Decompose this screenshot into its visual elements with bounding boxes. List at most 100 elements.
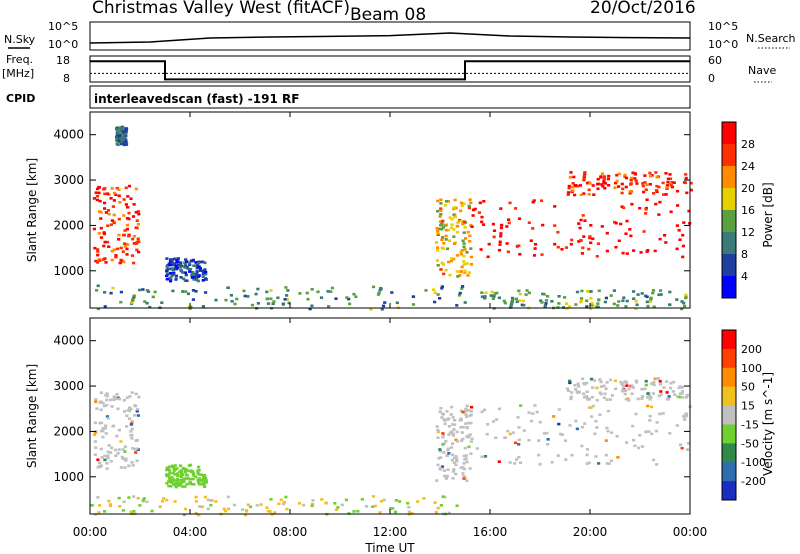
range-gate-cell — [256, 302, 260, 305]
range-gate-cell — [610, 394, 614, 397]
range-gate-cell — [658, 237, 662, 241]
range-gate-cell — [192, 278, 196, 281]
range-gate-cell — [310, 288, 314, 291]
range-gate-cell — [608, 378, 613, 382]
range-gate-cell — [131, 447, 135, 450]
range-gate-cell — [599, 176, 603, 179]
range-gate-cell — [126, 206, 130, 209]
range-gate-cell — [595, 426, 599, 429]
range-gate-cell — [105, 415, 109, 418]
range-gate-cell — [105, 467, 109, 470]
range-gate-cell — [651, 291, 655, 295]
range-gate-cell — [94, 398, 98, 401]
range-gate-cell — [461, 472, 465, 475]
range-gate-cell — [566, 191, 571, 194]
range-gate-cell — [168, 271, 173, 275]
range-gate-cell — [582, 174, 587, 177]
range-gate-cell — [121, 509, 125, 512]
range-gate-cell — [648, 398, 652, 401]
range-gate-cell — [444, 223, 448, 227]
range-gate-cell — [469, 421, 473, 425]
range-gate-cell — [659, 390, 663, 393]
range-gate-cell — [132, 261, 136, 265]
range-gate-cell — [116, 407, 120, 411]
range-gate-cell — [487, 242, 491, 246]
range-gate-cell — [407, 505, 411, 509]
range-gate-cell — [594, 455, 598, 458]
range-gate-cell — [436, 436, 440, 439]
range-gate-cell — [609, 294, 613, 297]
range-gate-cell — [146, 290, 151, 293]
range-gate-cell — [122, 500, 126, 503]
range-gate-cell — [199, 473, 204, 477]
range-gate-cell — [197, 265, 201, 268]
range-gate-cell — [446, 228, 450, 232]
range-gate-cell — [497, 460, 501, 463]
range-gate-cell — [441, 432, 445, 435]
range-gate-cell — [364, 505, 369, 508]
range-gate-cell — [445, 247, 450, 251]
range-gate-cell — [668, 173, 672, 176]
range-gate-cell — [640, 397, 644, 400]
range-gate-cell — [166, 273, 170, 276]
range-gate-cell — [583, 171, 587, 174]
range-gate-cell — [165, 473, 169, 476]
range-gate-cell — [99, 400, 103, 403]
range-gate-cell — [180, 471, 184, 475]
range-gate-cell — [616, 304, 620, 307]
range-gate-cell — [115, 131, 120, 135]
freq-label: Freq. — [6, 53, 33, 66]
range-gate-cell — [569, 395, 573, 399]
range-gate-cell — [684, 396, 689, 399]
range-gate-cell — [114, 454, 118, 458]
range-gate-cell — [450, 217, 454, 221]
range-gate-cell — [440, 261, 444, 265]
range-gate-cell — [465, 479, 469, 482]
range-gate-cell — [642, 230, 646, 233]
range-gate-cell — [105, 192, 110, 195]
range-gate-cell — [104, 261, 108, 264]
range-gate-cell — [468, 198, 472, 201]
range-gate-cell — [543, 305, 547, 309]
range-gate-cell — [510, 296, 515, 300]
range-gate-cell — [621, 388, 625, 391]
range-gate-cell — [659, 382, 663, 386]
range-gate-cell — [441, 495, 445, 498]
range-gate-cell — [469, 410, 473, 413]
range-gate-cell — [595, 386, 599, 390]
range-gate-cell — [677, 229, 681, 232]
range-gate-cell — [196, 513, 200, 517]
range-gate-cell — [464, 422, 468, 425]
range-gate-cell — [119, 440, 123, 443]
range-gate-cell — [590, 301, 594, 305]
range-gate-cell — [628, 191, 632, 195]
range-gate-cell — [129, 423, 133, 426]
range-gate-cell — [570, 453, 574, 457]
range-gate-cell — [266, 302, 271, 305]
range-gate-cell — [602, 175, 607, 178]
range-gate-cell — [568, 379, 572, 383]
range-gate-cell — [635, 303, 639, 307]
range-gate-cell — [598, 378, 602, 381]
time-axis-label: Time UT — [364, 541, 415, 554]
range-gate-cell — [174, 485, 178, 489]
range-gate-cell — [166, 480, 171, 483]
range-gate-cell — [122, 136, 126, 140]
range-gate-cell — [682, 414, 686, 418]
range-gate-cell — [111, 286, 115, 290]
range-gate-cell — [272, 300, 276, 303]
range-gate-cell — [134, 404, 138, 408]
range-gate-cell — [614, 245, 618, 249]
range-gate-cell — [565, 302, 569, 305]
range-gate-cell — [283, 298, 287, 301]
range-gate-cell — [508, 432, 512, 436]
range-gate-cell — [169, 279, 173, 283]
range-gate-cell — [455, 225, 460, 228]
range-gate-cell — [681, 396, 685, 399]
range-gate-cell — [452, 257, 456, 261]
range-gate-cell — [646, 304, 650, 308]
range-gate-cell — [176, 257, 180, 260]
range-gate-cell — [577, 222, 581, 225]
freq-tick-top: 18 — [56, 54, 70, 67]
colorbar-tick-label: 100 — [741, 362, 762, 375]
